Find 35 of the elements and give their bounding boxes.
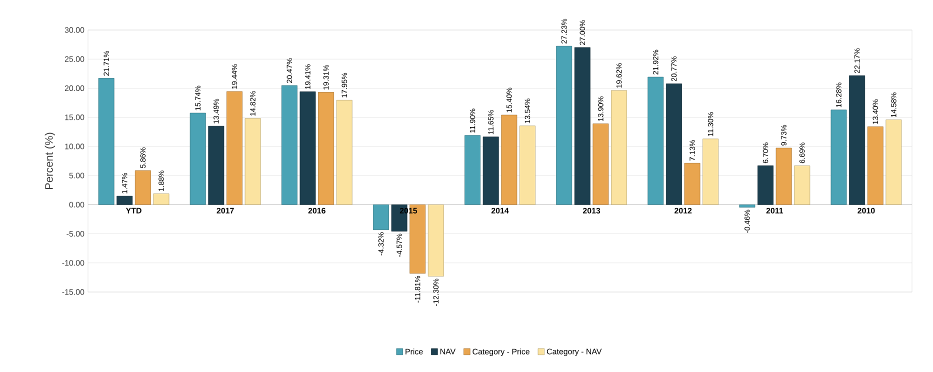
bar <box>666 84 682 205</box>
bar <box>794 166 810 205</box>
bar <box>372 204 389 230</box>
bar <box>153 194 170 205</box>
bar <box>281 85 298 205</box>
bar <box>190 112 206 205</box>
bar <box>482 136 499 205</box>
bar <box>556 46 572 205</box>
bar <box>116 196 133 205</box>
bar <box>758 165 774 205</box>
bar <box>318 92 334 205</box>
bar <box>684 162 700 205</box>
bar <box>702 138 719 205</box>
y-axis-title: Percent (%) <box>44 132 56 190</box>
bar <box>134 170 151 205</box>
bar <box>336 100 352 205</box>
bar <box>867 126 884 205</box>
bar <box>519 126 536 205</box>
bar <box>98 78 114 205</box>
bar <box>648 76 664 205</box>
bar <box>776 148 792 205</box>
bar <box>244 118 261 205</box>
bar <box>739 204 756 208</box>
bar <box>464 135 481 205</box>
bar <box>428 204 444 276</box>
bar <box>574 47 590 205</box>
bar <box>611 90 627 205</box>
bar <box>830 110 847 205</box>
bar <box>849 75 866 205</box>
bar <box>501 114 518 205</box>
bar <box>592 124 609 205</box>
bar <box>208 126 224 205</box>
bar <box>300 91 316 205</box>
bar <box>226 91 242 205</box>
bar <box>886 120 902 205</box>
